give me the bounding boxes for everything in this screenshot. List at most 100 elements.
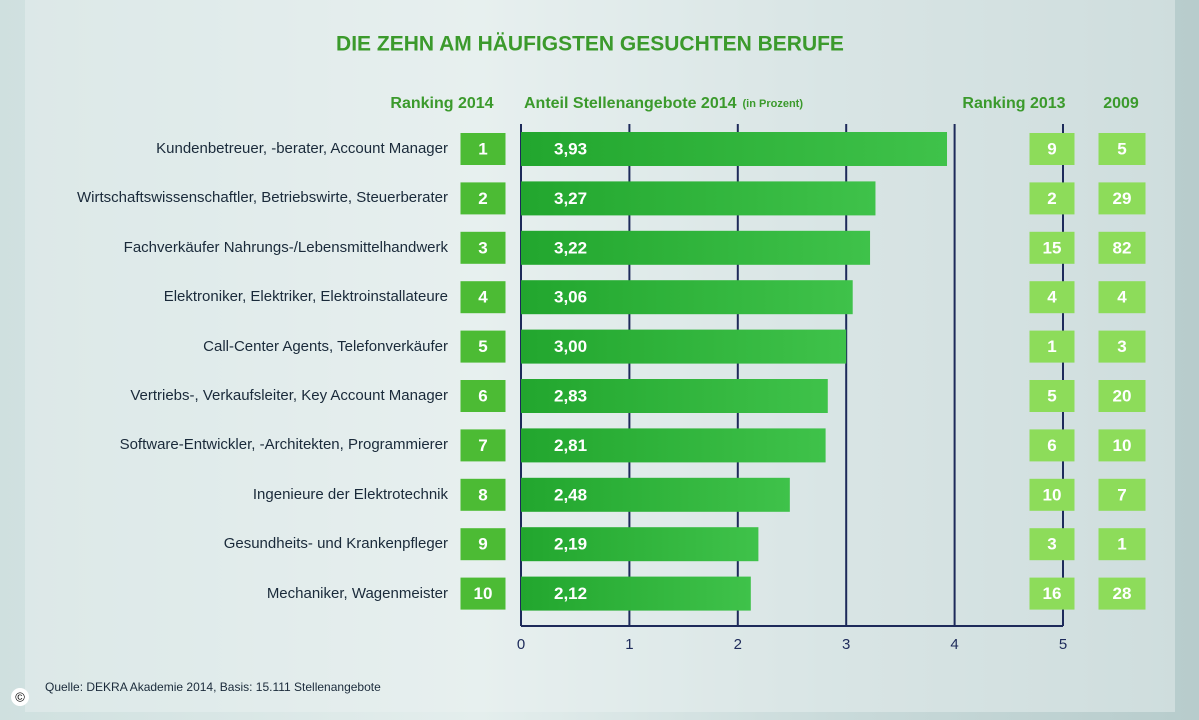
value-label: 2,81 xyxy=(554,436,587,455)
rank-box xyxy=(1098,478,1146,511)
rank-box xyxy=(1029,528,1075,561)
rank-box xyxy=(460,429,506,462)
category-label: Mechaniker, Wagenmeister xyxy=(266,584,448,602)
rank2009-header: 2009 xyxy=(1103,95,1139,112)
chart-title: DIE ZEHN AM HÄUFIGSTEN GESUCHTEN BERUFE xyxy=(336,33,844,56)
category-label: Wirtschaftswissenschaftler, Betriebswirt… xyxy=(77,189,448,207)
rank-value: 82 xyxy=(1113,238,1132,257)
rank-value: 9 xyxy=(1047,139,1056,158)
rank-value: 10 xyxy=(1113,436,1132,455)
bar xyxy=(521,527,759,562)
rank-box xyxy=(460,133,506,165)
rank-value: 10 xyxy=(1043,485,1062,504)
source: Quelle: DEKRA Akademie 2014, Basis: 15.1… xyxy=(45,680,381,694)
rank-value: 5 xyxy=(1117,139,1126,158)
value-unit: (in Prozent) xyxy=(743,98,804,110)
x-tick-label: 4 xyxy=(950,636,958,653)
rank-value: 1 xyxy=(1047,337,1056,356)
copyright-badge xyxy=(11,688,29,706)
rank-box xyxy=(1098,133,1146,165)
rank-value: 4 xyxy=(478,288,488,307)
value-label: 3,06 xyxy=(554,288,587,307)
bar xyxy=(521,428,826,463)
rank2013-header: Ranking 2013 xyxy=(962,95,1065,112)
rank-box xyxy=(1098,281,1146,314)
value-label: 3,22 xyxy=(554,238,587,257)
rank-value: 2 xyxy=(478,189,487,208)
rank-value: 4 xyxy=(1117,288,1127,307)
rank-value: 10 xyxy=(474,584,493,603)
rank-box xyxy=(460,231,506,264)
category-label: Elektroniker, Elektriker, Elektroinstall… xyxy=(163,288,448,306)
value-header-text: Anteil Stellenangebote 2014 xyxy=(524,95,737,112)
x-tick-label: 1 xyxy=(625,636,633,653)
x-tick-label: 3 xyxy=(842,636,850,653)
value-label: 3,00 xyxy=(554,337,587,356)
rank-box xyxy=(460,577,506,610)
rank-value: 20 xyxy=(1113,386,1132,405)
category-label: Vertriebs-, Verkaufsleiter, Key Account … xyxy=(130,387,448,404)
rank-value: 3 xyxy=(1047,535,1056,554)
rank-value: 1 xyxy=(1117,535,1126,554)
rank-value: 1 xyxy=(478,139,487,158)
rank-value: 2 xyxy=(1047,189,1056,208)
rank-header: Ranking 2014 xyxy=(390,95,493,112)
rank-box xyxy=(1098,182,1146,215)
rank-box xyxy=(1029,231,1075,264)
category-label: Call-Center Agents, Telefonverkäufer xyxy=(203,337,448,355)
bar xyxy=(521,132,948,166)
rank-value: 5 xyxy=(1047,386,1056,405)
rank-box xyxy=(460,528,506,561)
category-label: Kundenbetreuer, -berater, Account Manage… xyxy=(156,140,448,157)
bar xyxy=(521,280,853,315)
rank-value: 29 xyxy=(1113,189,1132,208)
bar xyxy=(521,181,876,216)
bar xyxy=(521,230,871,265)
x-tick-label: 5 xyxy=(1059,636,1067,653)
bar xyxy=(521,576,751,611)
rank-box xyxy=(1098,380,1146,412)
x-tick-label: 0 xyxy=(517,636,525,653)
rank-value: 9 xyxy=(478,535,487,554)
value-header: Anteil Stellenangebote 2014 (in Prozent) xyxy=(524,95,803,112)
rank-box xyxy=(460,330,506,363)
value-label: 2,48 xyxy=(554,485,587,504)
rank-box xyxy=(1029,330,1075,363)
category-label: Fachverkäufer Nahrungs-/Lebensmittelhand… xyxy=(123,238,448,256)
category-label: Ingenieure der Elektrotechnik xyxy=(252,485,448,503)
rank-value: 15 xyxy=(1043,238,1062,257)
rank-value: 8 xyxy=(478,485,487,504)
bar xyxy=(521,477,790,512)
rank-value: 7 xyxy=(478,436,487,455)
value-label: 3,27 xyxy=(554,189,587,208)
rank-value: 16 xyxy=(1043,584,1062,603)
rank-box xyxy=(460,182,506,215)
rank-box xyxy=(460,478,506,511)
rank-box xyxy=(1029,577,1075,610)
copyright: © xyxy=(15,689,25,704)
rank-value: 7 xyxy=(1117,485,1126,504)
value-label: 3,93 xyxy=(554,139,587,158)
value-label: 2,12 xyxy=(554,584,587,603)
rank-box xyxy=(1098,429,1146,462)
rank-box xyxy=(1029,429,1075,462)
rank-box xyxy=(1098,231,1146,264)
bar xyxy=(521,329,847,364)
rank-box xyxy=(1098,330,1146,363)
rank-box xyxy=(460,281,506,314)
rank-box xyxy=(1029,182,1075,215)
rank-value: 5 xyxy=(478,337,487,356)
rank-box xyxy=(1029,478,1075,511)
rank-box xyxy=(1098,577,1146,610)
rank-box xyxy=(1029,133,1075,165)
rank-value: 6 xyxy=(1047,436,1056,455)
x-tick-label: 2 xyxy=(734,636,742,653)
value-label: 2,83 xyxy=(554,386,587,405)
rank-box xyxy=(1029,281,1075,314)
rank-value: 6 xyxy=(478,386,487,405)
category-label: Gesundheits- und Krankenpfleger xyxy=(223,535,448,553)
category-label: Software-Entwickler, -Architekten, Progr… xyxy=(119,436,448,454)
rank-value: 3 xyxy=(1117,337,1126,356)
